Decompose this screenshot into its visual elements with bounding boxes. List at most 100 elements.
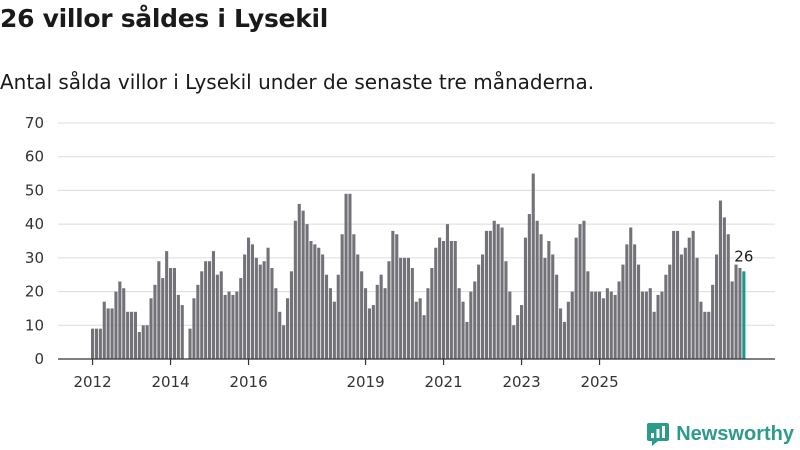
bar [391,230,395,359]
bar [613,294,617,359]
bar [165,251,169,359]
x-tick-label: 2012 [73,373,111,391]
bar [578,224,582,359]
bar [266,247,270,359]
bar [621,264,625,359]
bar [247,237,251,359]
bar [504,261,508,359]
bar [364,288,368,359]
brand-name: Newsworthy [676,422,794,445]
y-tick-label: 20 [25,283,44,301]
bar [254,257,258,359]
bar [153,284,157,359]
bar [672,230,676,359]
bar [442,241,446,359]
bar [293,220,297,359]
bar [640,291,644,359]
bar [289,271,293,359]
y-tick-label: 30 [25,249,44,267]
bar [94,328,98,359]
bar [465,321,469,359]
bar [270,267,274,359]
bar [223,294,227,359]
x-tick-label: 2021 [424,373,462,391]
bar [356,254,360,359]
bar [453,241,457,359]
bar [715,254,719,359]
y-tick-label: 40 [25,215,44,233]
bar [106,308,110,359]
bar [169,267,173,359]
bar [722,217,726,359]
bar [555,274,559,359]
bar [243,254,247,359]
bar [196,284,200,359]
bar [695,257,699,359]
bar [395,234,399,359]
bar [352,234,356,359]
bar [387,261,391,359]
bar [137,332,141,359]
bar [629,227,633,359]
bar-chart: 0 10 20 30 40 50 60 70 2012 2014 2016 2019 2021 2023 2… [25,114,775,391]
y-tick-label: 50 [25,181,44,199]
bar [258,264,262,359]
bar [188,328,192,359]
bar [399,257,403,359]
bar [336,274,340,359]
bar [637,264,641,359]
x-tick-label: 2019 [346,373,384,391]
bar [297,203,301,359]
x-tick-label: 2016 [229,373,267,391]
bar [102,301,106,359]
bar [340,234,344,359]
bar [726,234,730,359]
chart-title: 26 villor såldes i Lysekil [0,4,329,33]
x-tick-label: 2025 [580,373,618,391]
bar [683,247,687,359]
bar [371,305,375,359]
bar [122,288,126,359]
bar [403,257,407,359]
bar [133,311,137,359]
bar [734,264,738,359]
bar [574,237,578,359]
bar [492,220,496,359]
bar [418,298,422,359]
bar [215,274,219,359]
brand[interactable]: Newsworthy [646,420,794,448]
bar [703,311,707,359]
bar [699,301,703,359]
bar [141,325,145,359]
bar [469,291,473,359]
bar [605,288,609,359]
bar [461,301,465,359]
bar-highlight [742,271,746,359]
bar [161,278,165,359]
bar [648,288,652,359]
bar [644,291,648,359]
bar [625,244,629,359]
bar [527,214,531,359]
bar [157,261,161,359]
bar [676,230,680,359]
bar [711,284,715,359]
bar [410,267,414,359]
y-tick-label: 70 [25,114,44,132]
bar [126,311,130,359]
bar [305,224,309,359]
bar [547,241,551,359]
bar [473,281,477,359]
bar [383,288,387,359]
bars [91,173,746,359]
bar [274,288,278,359]
bar [570,291,574,359]
bar [687,237,691,359]
bar [496,224,500,359]
bar [668,264,672,359]
bar [586,271,590,359]
bar [145,325,149,359]
bar [484,230,488,359]
bar [633,244,637,359]
bar [344,193,348,359]
